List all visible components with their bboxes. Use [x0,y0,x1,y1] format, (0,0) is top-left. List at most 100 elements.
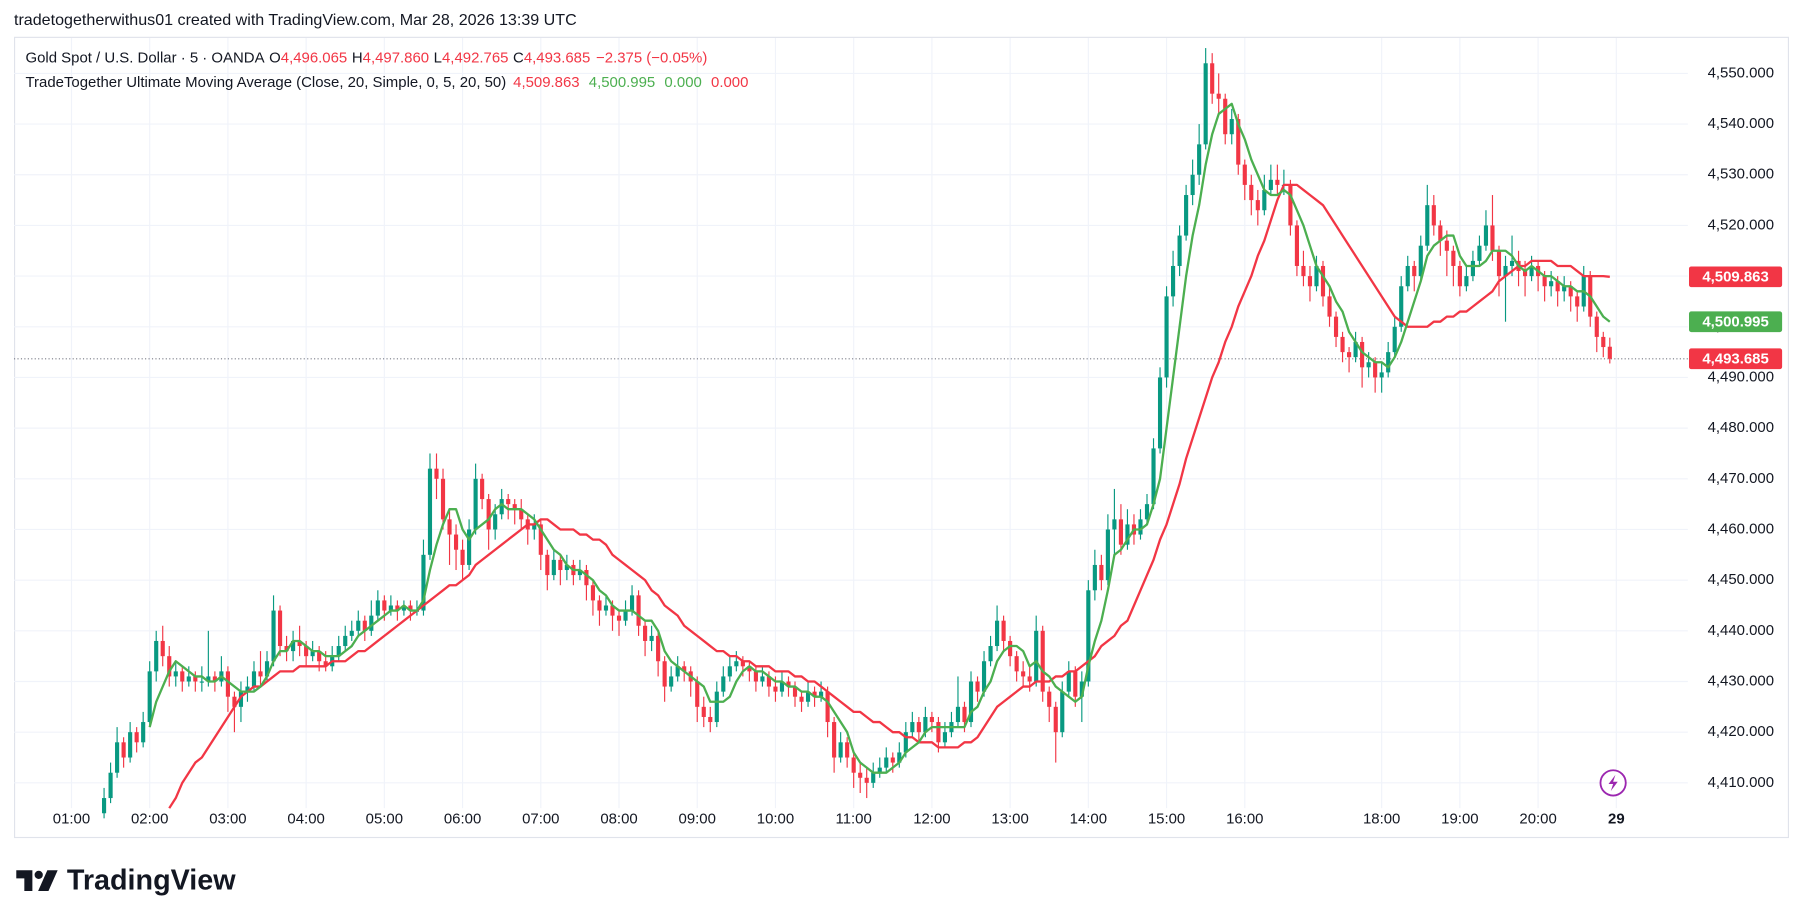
candle-body [721,676,726,692]
ma-price-tag: 4,509.863 [1702,268,1768,285]
candle-body [929,716,934,723]
candle-body [1470,260,1475,277]
candle-body [1451,250,1456,266]
candle-body [440,478,446,520]
ohlc-key: C [513,50,524,67]
candle-body [1503,265,1508,277]
candle-body [884,757,889,768]
candle-body [1549,281,1554,287]
alert-bolt[interactable] [1608,774,1618,791]
moving-average-line [168,183,1610,809]
x-tick-label: 07:00 [522,811,559,828]
candle-body [812,691,817,697]
candle-body [740,661,745,667]
y-tick-label: 4,480.000 [1708,419,1774,436]
y-tick-label: 4,470.000 [1708,470,1774,487]
candle-body [493,514,498,530]
candle-body [1542,276,1547,287]
candle-body [141,722,146,743]
candle-body [258,671,263,677]
candle-body [1216,93,1221,99]
candle-body [362,620,367,631]
candle-body [1575,296,1580,307]
candle-body [714,691,719,723]
candle-body [180,671,185,682]
candle-body [1255,200,1260,211]
candle-body [1118,519,1123,545]
candle-body [962,706,967,723]
candle-body [1320,265,1326,297]
candle-body [108,772,113,799]
candle-body [186,676,191,682]
candle-body [597,600,602,611]
last-price-tag: 4,493.685 [1702,350,1768,367]
candle-body [1105,529,1110,581]
ma-price-tag-bg [1688,266,1783,288]
indicator-value: 0.000 [664,74,701,91]
candle-body [590,585,596,601]
x-tick-label: 08:00 [600,811,637,828]
candle-body [603,605,609,611]
candle-body [1249,184,1254,201]
candle-body [238,691,244,707]
x-tick-label: 16:00 [1226,811,1263,828]
candle-body [623,610,628,621]
candle-body [173,671,178,677]
candle-body [323,661,328,667]
brand-name: TradingView [67,864,236,896]
candle-body [434,468,439,479]
symbol: Gold Spot / U.S. Dollar · 5 · OANDA [25,50,264,67]
candle-body [291,640,296,652]
candle-body [864,777,869,783]
candle-body [773,686,778,692]
candle-body [942,732,948,743]
x-tick-label: 13:00 [991,811,1028,828]
ohlc-value: 4,492.765 [442,50,508,67]
x-tick-label: 09:00 [679,811,716,828]
candle-body [245,686,250,692]
x-tick-label: 03:00 [209,811,246,828]
y-tick-label: 4,540.000 [1708,115,1774,132]
candle-body [1353,341,1358,358]
candle-body [1301,265,1306,277]
ohlc-value: 4,497.860 [363,50,429,67]
candle-body [1079,681,1084,697]
candle-body [473,478,478,530]
last-price-tag-bg [1688,348,1783,370]
ohlc-value: 4,493.685 [524,50,590,67]
candle-body [1086,590,1091,682]
candle-body [128,732,133,758]
candle-body [1392,326,1397,353]
candle-body [160,640,165,657]
candle-body [382,600,387,611]
indicator-value: 4,500.995 [589,74,655,91]
candle-body [467,529,472,565]
candle-body [1262,189,1267,211]
alert-icon[interactable] [1599,769,1627,797]
x-tick-label: 10:00 [757,811,794,828]
chart-frame [13,36,1790,839]
candle-body [656,635,661,662]
candle-body [1014,656,1019,672]
candle-body [1288,184,1293,226]
candle-body [1373,362,1378,378]
candle-body [1171,265,1176,297]
candle-body [1379,372,1384,378]
candle-body [1496,250,1502,277]
brand-logo [16,870,58,891]
candle-body [1125,524,1130,545]
candle-body [447,519,452,535]
candle-body [838,742,843,758]
candle-body [662,661,667,687]
candle-body [1210,63,1215,94]
candle-body [232,696,237,707]
candle-body [1438,225,1443,241]
candle-body [1236,119,1241,165]
candle-body [212,676,217,682]
candle-body [1347,352,1352,358]
candle-body [727,666,732,677]
candle-body [1418,245,1423,277]
x-tick-label: 12:00 [913,811,950,828]
indicator-name: TradeTogether Ultimate Moving Average (C… [25,74,506,91]
candle-body [564,564,569,571]
